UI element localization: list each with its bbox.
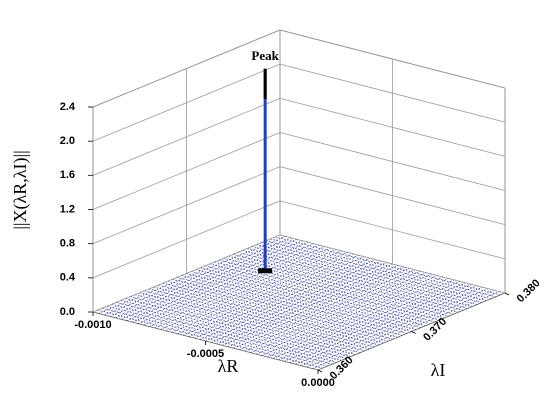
z-tick-label: 1.2 <box>60 203 75 215</box>
floor-mesh <box>267 279 455 358</box>
floor-mesh <box>233 253 459 313</box>
floor-mesh <box>104 237 292 316</box>
floor-mesh <box>300 288 489 366</box>
floor-mesh <box>295 286 483 365</box>
floor-mesh <box>194 260 382 339</box>
floor-mesh <box>109 239 298 317</box>
floor-mesh <box>115 240 303 319</box>
floor-mesh <box>289 285 478 364</box>
floor-mesh <box>239 272 427 351</box>
z-axis-label: ||X(λR,λI)|| <box>10 150 31 229</box>
floor-mesh <box>255 276 444 355</box>
peak-base <box>258 268 273 274</box>
y-tick-label: 0.360 <box>328 354 356 382</box>
x-tick-label: 0.0000 <box>301 377 335 389</box>
x-tick-label: -0.0005 <box>187 348 224 360</box>
x-axis-label: λR <box>218 356 239 376</box>
floor-mesh <box>182 257 371 336</box>
y-axis-label: λI <box>431 360 446 380</box>
floor-mesh <box>139 292 365 352</box>
floor-mesh <box>233 270 421 349</box>
tick-mark <box>411 331 416 334</box>
floor-mesh <box>306 289 494 368</box>
floor-mesh <box>160 252 348 330</box>
floor-mesh <box>158 284 384 344</box>
floor-mesh <box>272 281 461 359</box>
z-tick-label: 1.6 <box>60 169 75 181</box>
floor-mesh <box>98 236 286 314</box>
floor-mesh <box>199 262 388 340</box>
floor-mesh <box>171 254 359 333</box>
tick-mark <box>504 292 510 296</box>
floor-mesh <box>200 267 426 327</box>
floor-mesh <box>137 246 326 324</box>
floor-mesh <box>261 242 487 302</box>
floor-mesh <box>222 268 410 346</box>
floor-mesh <box>154 250 343 329</box>
floor-mesh <box>242 250 468 309</box>
z-tick-label: 0.0 <box>60 306 75 318</box>
y-tick-label: 0.380 <box>515 277 543 305</box>
floor-mesh <box>149 249 337 327</box>
floor-mesh <box>228 255 454 315</box>
floor-mesh <box>143 247 331 326</box>
floor-mesh <box>210 265 399 343</box>
floor-mesh <box>227 269 416 348</box>
floor-mesh <box>261 278 449 356</box>
z-tick-label: 2.4 <box>60 101 76 113</box>
floor-mesh <box>284 283 472 362</box>
floor-mesh <box>205 263 393 342</box>
floor-mesh <box>216 266 404 345</box>
z-tick-label: 0.8 <box>60 238 75 250</box>
floor-mesh <box>250 275 438 353</box>
floor-mesh <box>132 244 320 323</box>
floor-mesh <box>278 282 466 361</box>
floor-mesh <box>126 243 314 322</box>
floor-mesh <box>120 241 309 320</box>
floor-mesh <box>188 259 376 337</box>
floor-mesh <box>177 256 365 335</box>
floor-mesh <box>244 273 433 352</box>
tick-mark <box>317 369 323 373</box>
floor-mesh <box>172 278 398 338</box>
floor-mesh <box>186 273 412 332</box>
floor-mesh <box>144 290 370 350</box>
z-tick-label: 2.0 <box>60 135 75 147</box>
floor-mesh <box>275 236 501 296</box>
floor-mesh <box>165 253 354 332</box>
annotation: Peak <box>251 48 279 63</box>
floor-mesh <box>312 291 500 369</box>
floor-mesh <box>111 303 337 363</box>
floor-mesh <box>167 280 393 340</box>
x-tick-label: -0.0010 <box>74 319 111 331</box>
y-tick-label: 0.370 <box>421 316 449 344</box>
floor-mesh <box>214 261 440 321</box>
z-tick-label: 0.4 <box>60 272 76 284</box>
floor-mesh <box>247 248 473 307</box>
